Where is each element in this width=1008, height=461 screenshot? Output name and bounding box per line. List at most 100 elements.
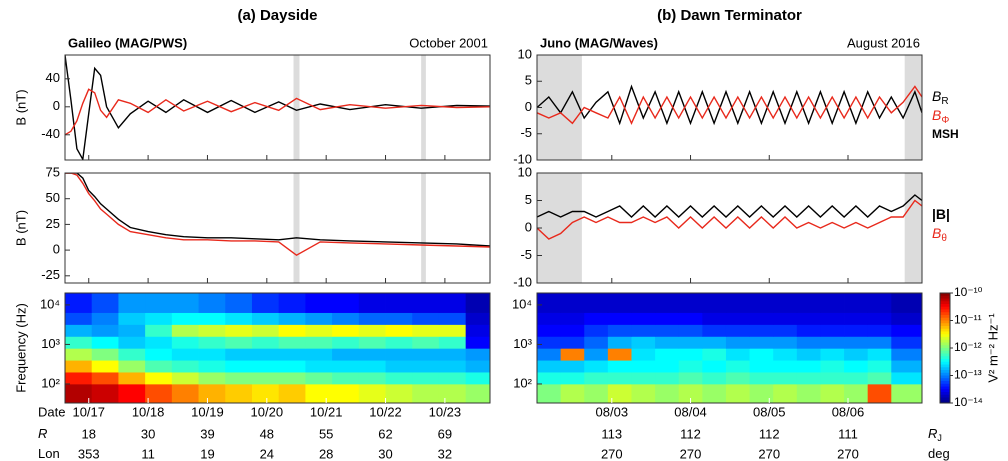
spectrogram-cell <box>358 336 386 349</box>
panel-title: (b) Dawn Terminator <box>657 7 802 24</box>
spectrogram-cell <box>251 383 280 404</box>
spectrogram-cell <box>631 293 656 313</box>
colorbar-slice <box>940 359 950 363</box>
row-label-text: R <box>928 426 937 441</box>
spectrogram-cell <box>820 372 845 385</box>
spectrogram-cell <box>584 372 609 385</box>
spectrogram-cell <box>385 293 413 313</box>
spectrogram-cell <box>251 324 280 337</box>
spectrogram-cell <box>438 383 467 404</box>
data-line <box>537 194 922 218</box>
spectrogram-cell <box>702 293 727 313</box>
spectrogram-cell <box>198 312 226 325</box>
spectrogram-cell <box>631 383 656 404</box>
x-tick-label: 10/21 <box>310 404 343 419</box>
spectrogram-cell <box>749 383 774 404</box>
spectrogram-cell <box>560 312 585 325</box>
row-value: 270 <box>601 446 623 461</box>
colorbar-tick-label: 10⁻¹² <box>954 340 982 354</box>
spectrogram-cell <box>465 348 491 361</box>
legend-subscript: Φ <box>941 115 949 126</box>
row-value: 69 <box>438 426 452 441</box>
spectrogram-cell <box>91 348 119 361</box>
y-tick-label: -10 <box>513 274 532 289</box>
spectrogram-cell <box>702 360 727 373</box>
colorbar-slice <box>940 353 950 357</box>
y-axis-label: B (nT) <box>13 210 28 246</box>
spectrogram-cell <box>251 336 280 349</box>
spectrogram-cell <box>145 312 173 325</box>
spectrogram-cell <box>820 348 845 361</box>
spectrogram-cell <box>678 348 703 361</box>
colorbar-slice <box>940 370 950 374</box>
legend-entry: BR <box>932 88 949 107</box>
spectrogram-cell <box>820 312 845 325</box>
x-tick-label: 08/03 <box>596 404 629 419</box>
legend-shade: MSH <box>932 127 959 141</box>
spectrogram-cell <box>773 372 798 385</box>
spectrogram-cell <box>412 293 440 313</box>
x-tick-label: 10/23 <box>429 404 462 419</box>
x-tick-label: 10/18 <box>132 404 165 419</box>
spectrogram-cell <box>584 293 609 313</box>
spectrogram-cell <box>358 348 386 361</box>
x-tick-label: 08/06 <box>832 404 865 419</box>
spectrogram-cell <box>749 348 774 361</box>
spectrogram-cell <box>631 312 656 325</box>
spectrogram-cell <box>305 383 333 404</box>
row-label-text: Lon <box>38 446 60 461</box>
y-tick-label: 5 <box>525 192 532 207</box>
spectrogram-cell <box>584 324 609 337</box>
instrument-label: Juno (MAG/Waves) <box>540 35 658 50</box>
spectrogram-cell <box>584 312 609 325</box>
spectrogram-cell <box>385 372 413 385</box>
spectrogram-cell <box>655 312 680 325</box>
spectrogram-cell <box>702 372 727 385</box>
row-value: 30 <box>141 426 155 441</box>
spectrogram-cell <box>796 372 821 385</box>
spectrogram-cell <box>891 336 923 349</box>
spectrogram-cell <box>725 348 750 361</box>
row-label: deg <box>928 446 950 461</box>
spectrogram-cell <box>796 293 821 313</box>
y-tick-label: 25 <box>46 216 60 231</box>
y-tick-label: 10³ <box>41 336 60 351</box>
colorbar-slice <box>940 317 950 321</box>
spectrogram-cell <box>305 312 333 325</box>
colorbar-slice <box>940 361 950 365</box>
spectrogram-cell <box>358 360 386 373</box>
spectrogram-cell <box>465 312 491 325</box>
spectrogram-cell <box>198 360 226 373</box>
spectrogram-cell <box>412 336 440 349</box>
spectrogram-cell <box>251 348 280 361</box>
row-value: 48 <box>260 426 274 441</box>
spectrogram-cell <box>385 336 413 349</box>
spectrogram-cell <box>891 324 923 337</box>
legend-subscript: R <box>941 96 948 107</box>
spectrogram-cell <box>225 293 253 313</box>
spectrogram-cell <box>225 312 253 325</box>
spectrogram-cell <box>560 360 585 373</box>
spectrogram-cell <box>678 324 703 337</box>
spectrogram-cell <box>844 312 869 325</box>
spectrogram-cell <box>251 360 280 373</box>
spectrogram-cell <box>773 324 798 337</box>
spectrogram-cell <box>607 324 632 337</box>
row-label: R <box>38 426 47 441</box>
spectrogram-cell <box>145 360 173 373</box>
colorbar-slice <box>940 339 950 343</box>
row-value: 28 <box>319 446 333 461</box>
colorbar-slice <box>940 320 950 324</box>
colorbar-slice <box>940 367 950 371</box>
spectrogram-cell <box>631 372 656 385</box>
spectrogram-cell <box>844 383 869 404</box>
row-label: Lon <box>38 446 60 461</box>
spectrogram-cell <box>438 372 467 385</box>
spectrogram-cell <box>65 336 93 349</box>
spectrogram-cell <box>278 360 306 373</box>
spectrogram-cell <box>607 312 632 325</box>
spectrogram-cell <box>171 348 199 361</box>
row-label: RJ <box>928 426 942 443</box>
spectrogram-cell <box>251 312 280 325</box>
spectrogram-cell <box>560 348 585 361</box>
